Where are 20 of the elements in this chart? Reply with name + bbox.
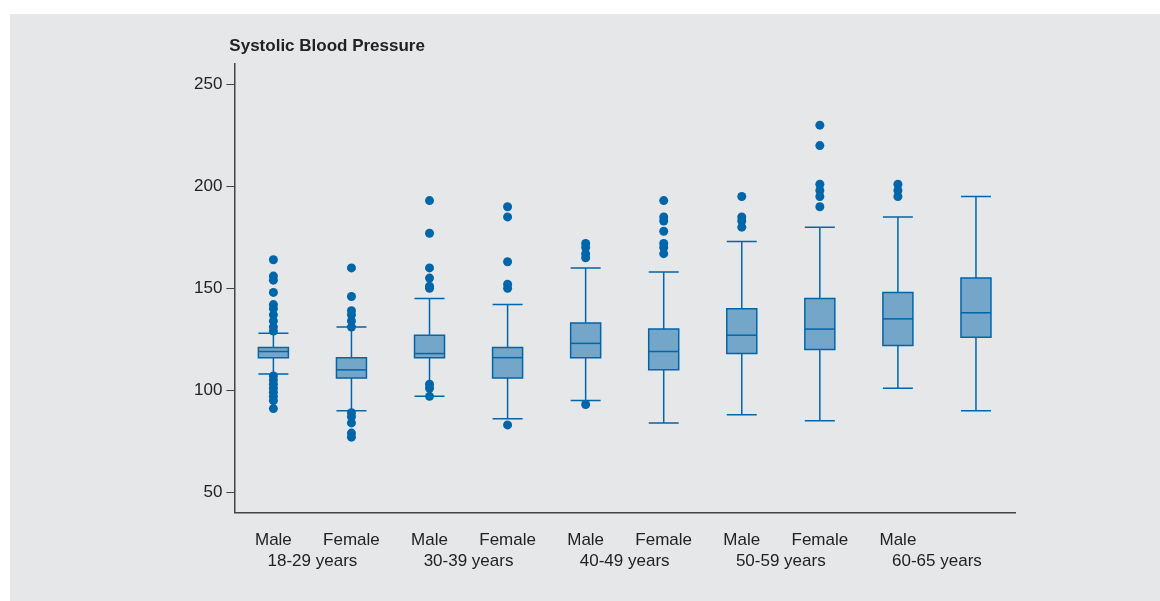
x-tick-label: Female bbox=[635, 530, 693, 550]
y-tick-label: 100 bbox=[193, 379, 223, 399]
chart-title: Systolic Blood Pressure bbox=[229, 36, 425, 55]
x-tick-label: Male bbox=[411, 530, 448, 550]
x-tick-label: Female bbox=[791, 530, 849, 550]
y-tick-label: 200 bbox=[193, 176, 223, 196]
y-tick-label: 250 bbox=[193, 74, 223, 94]
x-tick-label: Male bbox=[254, 530, 292, 550]
text: 60-65 years bbox=[892, 550, 982, 570]
x-tick-label: Female bbox=[323, 530, 380, 550]
x-tick-label: Male bbox=[567, 530, 605, 550]
x-tick-label: Male bbox=[723, 530, 761, 550]
y-tick-label: 150 bbox=[193, 277, 223, 297]
x-tick-label: Male bbox=[879, 530, 917, 550]
text: 18-29 years bbox=[267, 550, 358, 570]
y-tick-label: 50 bbox=[203, 481, 223, 501]
text: 40-49 years bbox=[579, 550, 670, 570]
x-tick-label: Female bbox=[479, 530, 536, 550]
text: 50-59 years bbox=[735, 550, 826, 570]
text: 30-39 years bbox=[423, 550, 514, 570]
